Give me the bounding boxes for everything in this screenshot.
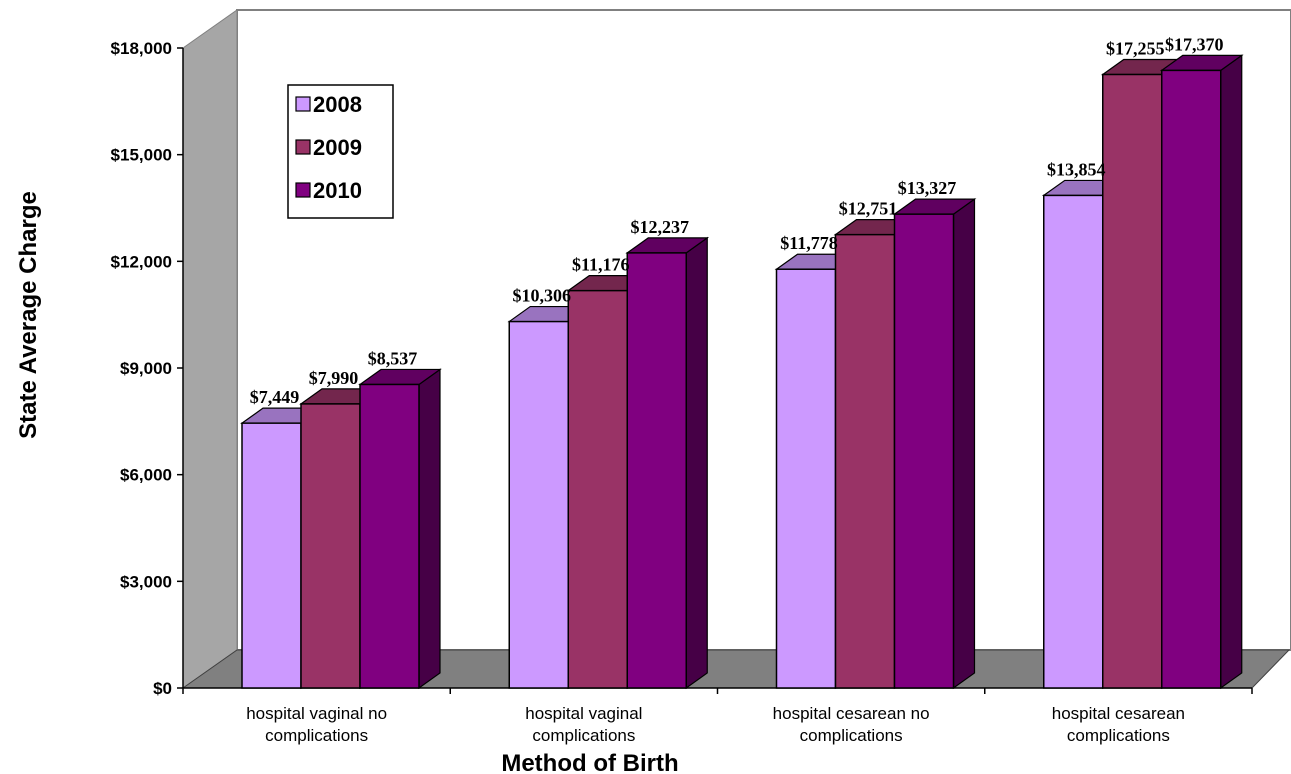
bar-front [1102, 73, 1163, 689]
y-tick-label: $6,000 [120, 466, 172, 485]
side-wall [182, 9, 238, 689]
bar-side [1220, 54, 1243, 690]
data-label: $12,237 [631, 217, 690, 237]
x-category-label: hospital vaginal complications [525, 704, 642, 745]
x-category-label: hospital cesarean complications [1052, 704, 1185, 745]
bar [892, 197, 977, 690]
bar-front [893, 213, 955, 689]
bar-front [567, 289, 628, 689]
legend-item: 2010 [295, 178, 362, 203]
bar-front [1161, 69, 1222, 689]
legend-label: 2010 [313, 178, 362, 203]
data-label: $7,449 [250, 387, 300, 407]
y-tick-label: $0 [153, 679, 172, 698]
bar-side [685, 236, 708, 690]
legend-label: 2008 [313, 92, 362, 117]
y-tick-label: $12,000 [111, 252, 172, 271]
data-label: $13,854 [1047, 159, 1106, 179]
bar-front [775, 268, 837, 689]
y-tick-label: $3,000 [120, 572, 172, 591]
legend-item: 2009 [295, 135, 362, 160]
bar-front [359, 383, 420, 689]
y-axis-title: State Average Charge [15, 191, 42, 439]
data-label: $11,778 [780, 233, 838, 253]
bar-side [952, 197, 976, 690]
bar [625, 236, 710, 690]
data-label: $13,327 [898, 178, 957, 198]
bar-front [834, 233, 896, 689]
bar-side [418, 368, 441, 690]
data-labels: $7,449 $7,990 $8,537 $10,306$11,176$12,237 $… [250, 34, 1224, 407]
legend: 2008 2009 2010 [287, 84, 394, 219]
bar [358, 368, 442, 690]
data-label: $8,537 [368, 348, 418, 368]
bar-front [508, 320, 569, 689]
bar-front [626, 252, 687, 689]
data-label: $17,370 [1165, 34, 1224, 54]
x-axis-title: Method of Birth [501, 750, 678, 774]
data-label: $12,751 [839, 199, 898, 219]
y-tick-label: $9,000 [120, 359, 172, 378]
x-category-label: hospital cesarean no complications [773, 704, 930, 745]
bar-front [1043, 194, 1104, 689]
data-label: $11,176 [572, 255, 630, 275]
legend-swatch [295, 139, 311, 155]
legend-swatch [295, 96, 311, 112]
bar [1159, 54, 1244, 690]
data-label: $10,306 [513, 286, 572, 306]
chart-walls [181, 9, 1291, 689]
legend-item: 2008 [295, 92, 362, 117]
bars [240, 54, 1244, 690]
axes: $0 $3,000 $6,000 $9,000 $12,000 $15,000 $18,00… [111, 39, 1253, 745]
y-tick-label: $18,000 [111, 39, 172, 58]
x-category-label: hospital vaginal no complications [246, 704, 387, 745]
legend-label: 2009 [313, 135, 362, 160]
data-label: $7,990 [309, 368, 359, 388]
bar-front [300, 403, 361, 689]
legend-swatch [295, 182, 311, 198]
data-label: $17,255 [1106, 38, 1165, 58]
bar-front [241, 422, 302, 689]
y-tick-label: $15,000 [111, 146, 172, 165]
